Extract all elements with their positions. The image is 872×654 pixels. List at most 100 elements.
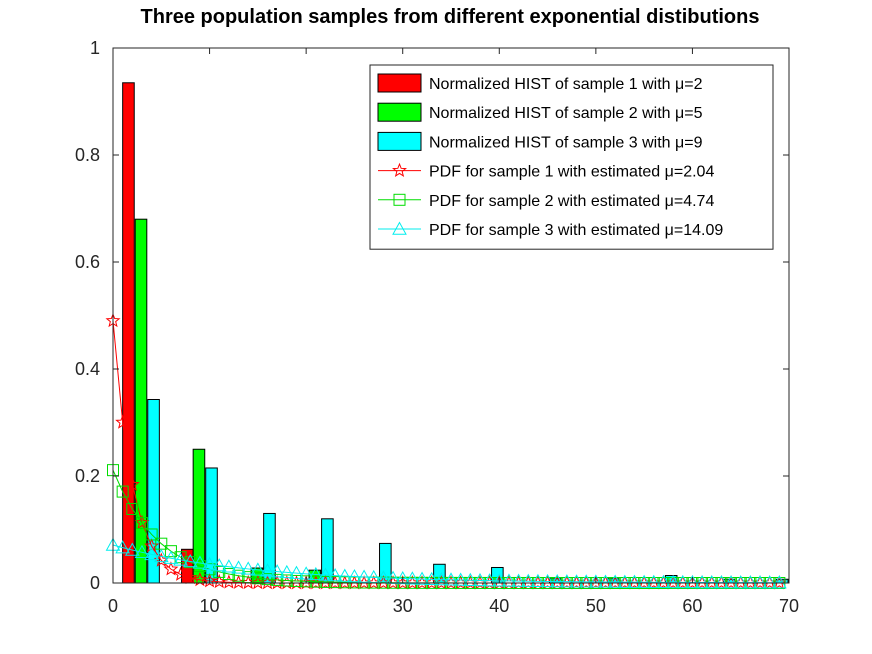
pdf-marker	[173, 566, 189, 581]
pdf-marker	[232, 569, 245, 582]
pdf-marker	[656, 574, 671, 589]
pdf-marker	[530, 573, 546, 588]
legend-label: Normalized HIST of sample 2 with μ=5	[429, 105, 703, 122]
pdf-marker	[559, 574, 575, 588]
pdf-marker	[124, 542, 140, 556]
chart-title: Three population samples from different …	[141, 6, 760, 28]
legend-label: PDF for sample 1 with estimated μ=2.04	[429, 164, 714, 181]
pdf-marker	[329, 576, 342, 589]
pdf-marker	[424, 571, 440, 586]
pdf-marker	[723, 575, 739, 589]
pdf-marker	[192, 555, 208, 569]
pdf-marker	[115, 540, 131, 554]
pdf-marker	[607, 574, 623, 588]
pdf-marker	[762, 575, 778, 589]
legend-entry-6: PDF for sample 3 with estimated μ=14.09	[378, 221, 723, 239]
pdf-marker	[482, 573, 497, 587]
pdf-series-3	[105, 537, 787, 589]
hist-series-2	[134, 218, 322, 584]
x-tick-label: 40	[489, 596, 509, 616]
pdf-marker	[182, 553, 198, 568]
pdf-marker	[414, 571, 430, 585]
pdf-marker	[202, 556, 217, 571]
pdf-marker	[569, 574, 584, 588]
pdf-marker	[271, 573, 284, 586]
pdf-marker	[163, 561, 179, 576]
pdf-marker	[694, 574, 710, 589]
pdf-marker	[163, 550, 179, 564]
pdf-marker	[704, 575, 720, 589]
pdf-marker	[144, 546, 159, 561]
legend-label: PDF for sample 3 with estimated μ=14.09	[429, 222, 723, 239]
legend-swatch	[377, 131, 422, 151]
pdf-marker	[279, 564, 295, 579]
legend-marker	[392, 221, 407, 235]
pdf-marker	[153, 548, 169, 563]
legend-swatch	[377, 73, 422, 93]
pdf-marker	[222, 568, 235, 581]
y-tick-label: 0	[90, 573, 100, 593]
pdf-marker	[134, 514, 150, 530]
pdf-marker	[549, 574, 565, 588]
pdf-marker	[578, 574, 594, 588]
pdf-marker	[338, 576, 351, 589]
pdf-marker	[433, 572, 449, 586]
y-tick-label: 1	[90, 38, 100, 58]
pdf-marker	[280, 574, 293, 587]
legend-entry-3: Normalized HIST of sample 3 with μ=9	[377, 131, 703, 151]
pdf-marker	[327, 568, 343, 582]
pdf-marker	[472, 572, 488, 587]
pdf-marker	[135, 517, 148, 530]
x-tick-label: 60	[682, 596, 702, 616]
pdf-marker	[540, 573, 555, 588]
legend-label: Normalized HIST of sample 1 with μ=2	[429, 76, 703, 93]
pdf-marker	[752, 575, 768, 589]
legend-marker	[392, 162, 407, 177]
pdf-marker	[733, 575, 749, 589]
legend-label: Normalized HIST of sample 3 with μ=9	[429, 134, 703, 151]
pdf-marker	[337, 568, 353, 582]
pdf-marker	[300, 575, 313, 588]
pdf-marker	[743, 575, 758, 589]
x-tick-label: 20	[296, 596, 316, 616]
legend-entry-4: PDF for sample 1 with estimated μ=2.04	[378, 162, 714, 181]
pdf-marker	[588, 574, 604, 588]
legend-label: PDF for sample 2 with estimated μ=4.74	[429, 193, 714, 210]
y-tick-label: 0.2	[75, 466, 100, 486]
pdf-marker	[164, 545, 177, 558]
pdf-marker	[126, 502, 139, 515]
pdf-marker	[405, 571, 420, 585]
x-tick-label: 10	[200, 596, 220, 616]
x-tick-label: 0	[108, 596, 118, 616]
pdf-marker	[251, 572, 264, 585]
pdf-marker	[221, 559, 237, 573]
axes-box	[112, 47, 790, 584]
pdf-marker	[443, 572, 459, 586]
pdf-marker	[124, 476, 140, 491]
legend-marker	[393, 193, 406, 206]
pdf-marker	[356, 569, 372, 583]
legend-entry-2: Normalized HIST of sample 2 with μ=5	[377, 102, 703, 122]
x-tick-label: 30	[393, 596, 413, 616]
pdf-marker	[309, 575, 322, 588]
pdf-marker	[627, 574, 642, 588]
pdf-marker	[636, 574, 652, 588]
pdf-marker	[771, 575, 787, 590]
plot-area: 0 10 20 30 40 50 60 70 0 0.2 0.4 0.6 0.8 1	[75, 38, 799, 616]
pdf-marker	[174, 551, 187, 564]
pdf-marker	[665, 574, 681, 589]
pdf-marker	[290, 574, 303, 587]
y-tick-label: 0.6	[75, 252, 100, 272]
pdf-marker	[240, 561, 256, 575]
pdf-marker	[501, 573, 517, 587]
pdf-marker	[134, 544, 150, 559]
pdf-marker	[318, 567, 333, 581]
pdf-marker	[520, 573, 536, 587]
y-tick-label: 0.8	[75, 145, 100, 165]
pdf-marker	[182, 569, 198, 585]
pdf-marker	[269, 564, 285, 578]
legend-entry-1: Normalized HIST of sample 1 with μ=2	[377, 73, 703, 93]
hist-series-3	[147, 398, 789, 584]
